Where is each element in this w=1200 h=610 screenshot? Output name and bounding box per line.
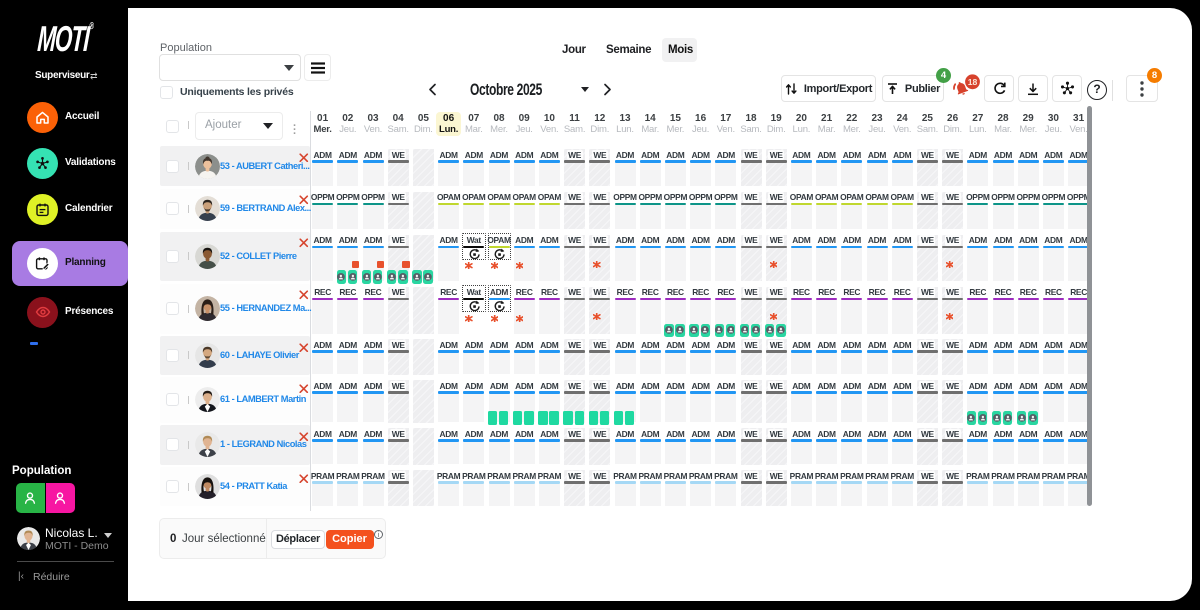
svg-text:18: 18 — [968, 77, 978, 87]
